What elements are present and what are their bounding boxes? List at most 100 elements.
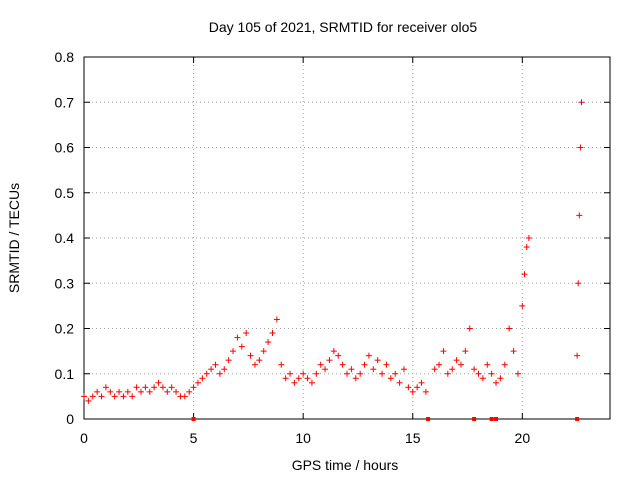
data-point bbox=[173, 388, 180, 395]
data-point bbox=[251, 361, 258, 368]
data-point bbox=[418, 379, 425, 386]
data-point bbox=[374, 357, 381, 364]
data-point bbox=[361, 361, 368, 368]
data-point bbox=[519, 302, 526, 309]
data-point bbox=[457, 361, 464, 368]
data-point bbox=[212, 361, 219, 368]
y-tick-label: 0.3 bbox=[55, 275, 75, 291]
y-tick-label: 0.2 bbox=[55, 321, 75, 337]
data-point bbox=[94, 388, 101, 395]
data-point bbox=[181, 393, 188, 400]
x-tick-label: 15 bbox=[405, 430, 421, 446]
data-point bbox=[295, 375, 302, 382]
data-point bbox=[392, 370, 399, 377]
data-point bbox=[142, 384, 149, 391]
gap-marker bbox=[494, 417, 499, 421]
data-point bbox=[243, 330, 250, 337]
chart-title: Day 105 of 2021, SRMTID for receiver olo… bbox=[209, 19, 478, 35]
gap-marker bbox=[489, 417, 494, 421]
data-point bbox=[574, 352, 581, 359]
data-point bbox=[514, 370, 521, 377]
data-point bbox=[352, 375, 359, 382]
data-point bbox=[159, 384, 166, 391]
data-point bbox=[525, 235, 532, 241]
data-point bbox=[479, 375, 486, 382]
gap-marker bbox=[426, 417, 431, 421]
data-point bbox=[322, 366, 329, 373]
data-point bbox=[186, 388, 193, 395]
data-point bbox=[81, 393, 87, 400]
data-point bbox=[409, 388, 416, 395]
data-point bbox=[348, 366, 355, 373]
data-point bbox=[278, 361, 285, 368]
data-point bbox=[304, 375, 311, 382]
data-point bbox=[234, 334, 241, 341]
data-point bbox=[357, 370, 364, 377]
x-tick-label: 0 bbox=[80, 430, 88, 446]
data-point bbox=[471, 366, 478, 373]
data-point bbox=[225, 357, 232, 364]
data-point bbox=[521, 271, 528, 278]
data-point bbox=[335, 352, 342, 359]
data-point bbox=[440, 348, 447, 355]
data-point bbox=[462, 348, 469, 355]
data-point bbox=[444, 370, 451, 377]
data-point bbox=[396, 379, 403, 386]
y-tick-label: 0.6 bbox=[55, 140, 75, 156]
data-point bbox=[137, 388, 144, 395]
data-point bbox=[577, 144, 584, 151]
x-axis-label: GPS time / hours bbox=[292, 457, 399, 473]
gap-marker bbox=[575, 417, 580, 421]
data-point bbox=[422, 388, 429, 395]
data-point bbox=[287, 370, 294, 377]
data-point bbox=[501, 361, 508, 368]
x-tick-label: 10 bbox=[295, 430, 311, 446]
data-point bbox=[199, 375, 206, 382]
data-point bbox=[146, 388, 153, 395]
data-point bbox=[89, 393, 96, 400]
data-point bbox=[497, 375, 504, 382]
data-point bbox=[308, 379, 315, 386]
data-point bbox=[313, 370, 320, 377]
y-tick-label: 0.5 bbox=[55, 185, 75, 201]
data-point bbox=[203, 370, 210, 377]
y-tick-label: 0.7 bbox=[55, 94, 75, 110]
y-tick-label: 0.1 bbox=[55, 366, 75, 382]
axis-ticks: 0 0.1 0.2 0.3 0.4 0.5 0.6 0.7 0.8 0 5 10 15 20 bbox=[55, 49, 610, 446]
y-tick-label: 0.8 bbox=[55, 49, 75, 65]
gap-marker bbox=[191, 417, 196, 421]
data-point bbox=[256, 357, 263, 364]
data-point bbox=[111, 393, 118, 400]
data-point bbox=[260, 348, 267, 355]
gap-markers bbox=[191, 417, 580, 421]
data-point bbox=[155, 379, 162, 386]
data-point bbox=[269, 330, 276, 337]
data-point bbox=[370, 366, 377, 373]
data-point bbox=[466, 325, 473, 332]
data-point bbox=[506, 325, 513, 332]
data-point bbox=[326, 357, 333, 364]
data-point bbox=[265, 339, 272, 346]
data-point bbox=[414, 384, 421, 391]
data-point bbox=[484, 361, 491, 368]
data-point bbox=[120, 393, 127, 400]
data-point bbox=[523, 244, 530, 251]
data-point bbox=[578, 99, 585, 106]
data-point bbox=[102, 384, 109, 391]
data-point bbox=[576, 212, 583, 219]
data-point bbox=[400, 366, 407, 373]
data-point bbox=[379, 370, 386, 377]
data-point bbox=[85, 397, 92, 404]
y-tick-label: 0 bbox=[66, 411, 74, 427]
data-point bbox=[575, 280, 582, 287]
data-point bbox=[339, 361, 346, 368]
data-point bbox=[221, 366, 228, 373]
data-point bbox=[449, 366, 456, 373]
data-point bbox=[475, 370, 482, 377]
data-point bbox=[365, 352, 372, 359]
data-point bbox=[98, 393, 105, 400]
x-tick-label: 5 bbox=[190, 430, 198, 446]
y-axis-label: SRMTID / TECUs bbox=[6, 183, 22, 293]
data-point bbox=[282, 375, 289, 382]
